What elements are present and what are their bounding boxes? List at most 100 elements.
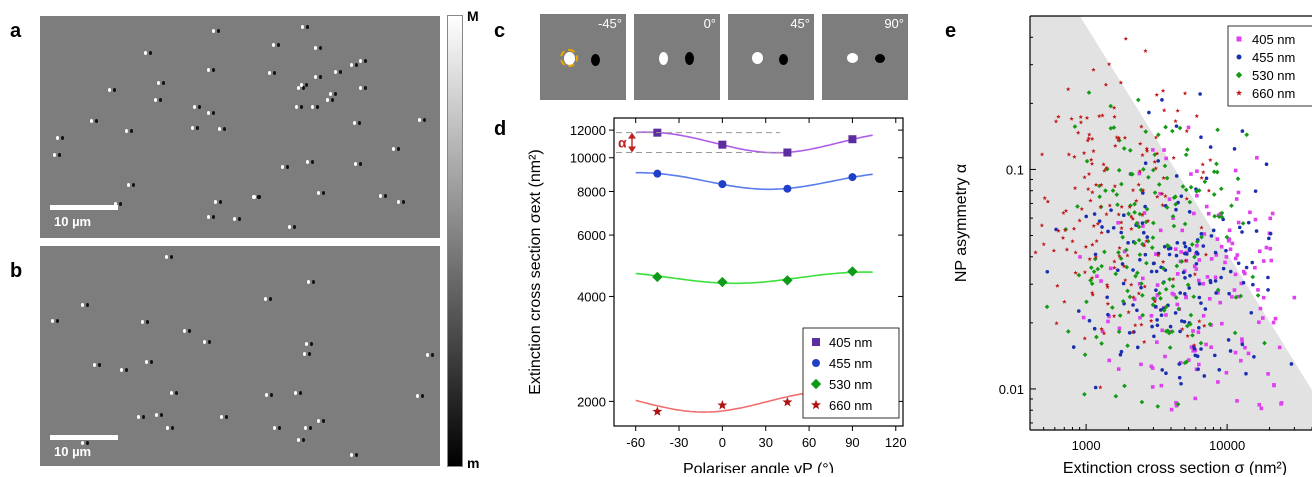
data-point (1153, 304, 1158, 309)
data-point (1041, 241, 1046, 247)
data-point (1244, 132, 1250, 138)
particle-dark (216, 28, 220, 33)
data-point (1254, 229, 1259, 233)
data-point (1230, 241, 1235, 246)
particle-dark (149, 359, 153, 364)
data-point (1182, 360, 1188, 366)
particle-dark (299, 104, 303, 109)
data-point (1179, 381, 1183, 386)
data-point (1208, 145, 1213, 149)
data-point (1106, 319, 1110, 324)
data-point (1075, 130, 1081, 135)
data-point (1203, 252, 1209, 257)
data-point (1039, 152, 1045, 157)
data-point (1159, 383, 1164, 388)
data-point (1130, 216, 1136, 221)
data-point (1189, 172, 1193, 176)
data-point (1138, 315, 1142, 320)
data-point (1139, 285, 1143, 290)
particle-bright (53, 153, 57, 158)
data-point (1066, 152, 1072, 157)
data-point (1220, 321, 1224, 326)
data-point (1124, 247, 1129, 253)
data-point (1214, 291, 1218, 295)
data-point (1176, 200, 1180, 205)
data-point (1141, 339, 1147, 344)
data-point (1154, 269, 1159, 274)
data-point (1191, 349, 1196, 353)
thumbnail-minus45: -45° (540, 14, 626, 100)
data-point (1199, 175, 1204, 180)
highlight-circle (560, 49, 578, 67)
particle-dark (431, 352, 435, 357)
data-point (1085, 186, 1091, 192)
data-point (1194, 267, 1199, 271)
data-point (1094, 334, 1099, 340)
data-point (1213, 353, 1217, 358)
data-point (1109, 208, 1113, 212)
data-point (1155, 323, 1160, 328)
data-point (1236, 294, 1240, 299)
data-point (1168, 324, 1173, 329)
particle-dark (146, 320, 150, 325)
data-point (1076, 309, 1081, 313)
data-point (1104, 211, 1109, 217)
data-point (1156, 132, 1161, 138)
data-point (1161, 266, 1166, 271)
data-point (1039, 223, 1045, 228)
data-point (1192, 264, 1197, 269)
data-point (1107, 203, 1113, 208)
data-point (1118, 352, 1123, 357)
panel-label-d: d (494, 118, 507, 140)
data-point (1070, 238, 1075, 244)
series-660nm (1033, 36, 1213, 390)
particle-bright (353, 162, 357, 167)
data-point (1184, 359, 1189, 365)
x-tick-label: 90 (845, 435, 859, 450)
particle-bright (191, 125, 195, 130)
data-point (1089, 136, 1095, 141)
data-point (1099, 279, 1103, 283)
particle-bright (203, 340, 207, 345)
data-point (1213, 279, 1218, 283)
data-point (1150, 302, 1156, 308)
data-point (1198, 92, 1202, 96)
particle-bright (155, 412, 159, 417)
data-point (1062, 227, 1068, 233)
thumbnail-45: 45° (728, 14, 814, 100)
particle-dark (60, 135, 64, 140)
data-point (1269, 258, 1274, 263)
data-point (1167, 276, 1172, 282)
data-point (1177, 362, 1182, 366)
data-point (1233, 272, 1238, 277)
data-point (1191, 329, 1195, 333)
data-point (1092, 212, 1097, 216)
data-point (1240, 342, 1245, 347)
data-point (1115, 202, 1120, 208)
data-point (1173, 247, 1178, 251)
data-point (1158, 228, 1163, 233)
data-point (1149, 245, 1155, 250)
data-point (1135, 270, 1140, 276)
particle-bright (281, 165, 285, 170)
data-point (1145, 218, 1151, 223)
particle-dark (276, 42, 280, 47)
data-point (1073, 250, 1078, 255)
particle-dark (58, 153, 62, 158)
data-point (1232, 147, 1237, 151)
y-tick-label: 12000 (570, 123, 606, 138)
data-point (1065, 86, 1071, 92)
data-point (1131, 268, 1135, 272)
panel-label-e: e (945, 20, 957, 42)
data-point (1219, 210, 1225, 216)
data-point (1189, 345, 1194, 349)
scalebar-label: 10 µm (54, 214, 92, 229)
data-point (1091, 67, 1096, 72)
data-point (1088, 157, 1094, 162)
data-point (1182, 241, 1187, 245)
particle-bright (349, 453, 353, 458)
data-point (1072, 185, 1078, 191)
data-point (1099, 263, 1105, 269)
data-point (1168, 246, 1173, 251)
data-point (848, 173, 857, 182)
